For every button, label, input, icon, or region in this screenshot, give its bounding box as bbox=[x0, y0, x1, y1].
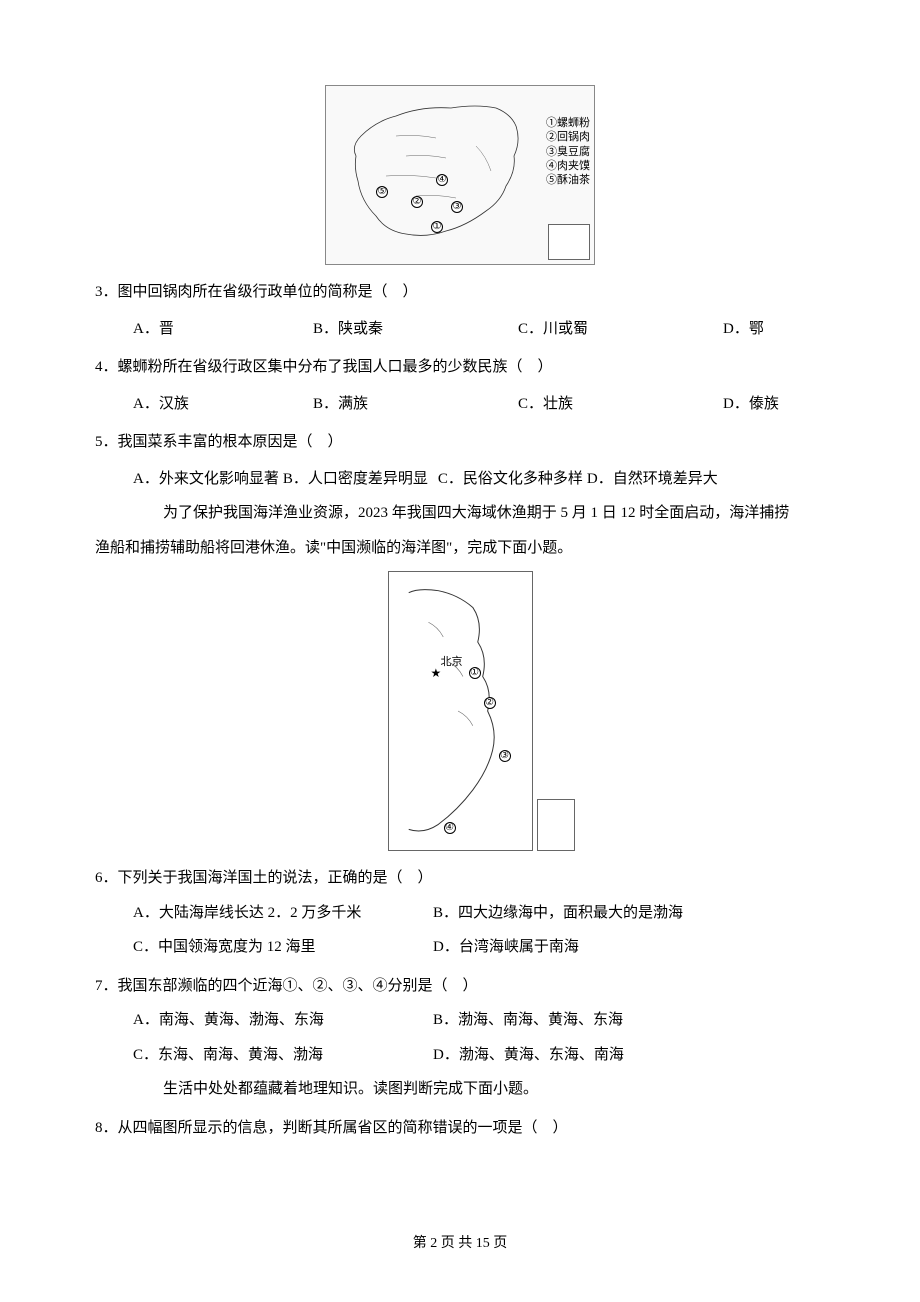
q3-option-c: C．川或蜀 bbox=[518, 312, 723, 347]
q5-option-a: A．外来文化影响显著 bbox=[133, 462, 279, 497]
q6-option-a: A．大陆海岸线长达 2．2 万多千米 bbox=[133, 896, 433, 931]
marker-4: ④ bbox=[436, 174, 448, 186]
q6-options: A．大陆海岸线长达 2．2 万多千米 B．四大边缘海中，面积最大的是渤海 C．中… bbox=[95, 896, 825, 965]
question-8: 8．从四幅图所显示的信息，判断其所属省区的简称错误的一项是（ ） bbox=[95, 1111, 825, 1146]
q5-option-d: D．自然环境差异大 bbox=[587, 462, 718, 497]
page-footer: 第 2 页 共 15 页 bbox=[0, 1228, 920, 1260]
q6-option-d: D．台湾海峡属于南海 bbox=[433, 930, 579, 965]
q4-option-a: A．汉族 bbox=[133, 387, 313, 422]
seas-outline-svg bbox=[389, 572, 532, 850]
figure-2-container: ★ 北京 ① ② ③ ④ bbox=[95, 571, 825, 851]
q3-option-d: D．鄂 bbox=[723, 312, 764, 347]
q3-option-b: B．陕或秦 bbox=[313, 312, 518, 347]
legend-item-2: ②回锅肉 bbox=[546, 130, 590, 144]
legend-item-1: ①螺蛳粉 bbox=[546, 116, 590, 130]
q4-options: A．汉族 B．满族 C．壮族 D．傣族 bbox=[95, 387, 825, 422]
q6-text: 6．下列关于我国海洋国土的说法，正确的是（ ） bbox=[95, 870, 433, 886]
q6-option-c: C．中国领海宽度为 12 海里 bbox=[133, 930, 433, 965]
question-6: 6．下列关于我国海洋国土的说法，正确的是（ ） bbox=[95, 861, 825, 896]
figure-1-container: ① ② ③ ④ ⑤ ①螺蛳粉 ②回锅肉 ③臭豆腐 ④肉夹馍 ⑤酥油茶 bbox=[95, 85, 825, 265]
q7-options: A．南海、黄海、渤海、东海 B．渤海、南海、黄海、东海 C．东海、南海、黄海、渤… bbox=[95, 1003, 825, 1072]
q6-option-b: B．四大边缘海中，面积最大的是渤海 bbox=[433, 896, 683, 931]
q7-text: 7．我国东部濒临的四个近海①、②、③、④分别是（ ） bbox=[95, 978, 478, 994]
sea-marker-4: ④ bbox=[444, 822, 456, 834]
marker-3: ③ bbox=[451, 201, 463, 213]
sea-marker-1: ① bbox=[469, 667, 481, 679]
q7-option-b: B．渤海、南海、黄海、东海 bbox=[433, 1003, 623, 1038]
sea-marker-3: ③ bbox=[499, 750, 511, 762]
question-4: 4．螺蛳粉所在省级行政区集中分布了我国人口最多的少数民族（ ） bbox=[95, 350, 825, 385]
question-3: 3．图中回锅肉所在省级行政单位的简称是（ ） bbox=[95, 275, 825, 310]
figure-1-legend: ①螺蛳粉 ②回锅肉 ③臭豆腐 ④肉夹馍 ⑤酥油茶 bbox=[546, 116, 590, 187]
q8-text: 8．从四幅图所显示的信息，判断其所属省区的简称错误的一项是（ ） bbox=[95, 1120, 568, 1136]
figure-1-inset bbox=[548, 224, 590, 260]
sea-marker-2: ② bbox=[484, 697, 496, 709]
q5-options: A．外来文化影响显著 B．人口密度差异明显 C．民俗文化多种多样 D．自然环境差… bbox=[95, 462, 825, 497]
intro-3: 生活中处处都蕴藏着地理知识。读图判断完成下面小题。 bbox=[95, 1072, 825, 1107]
q4-option-d: D．傣族 bbox=[723, 387, 779, 422]
intro-2-line1: 为了保护我国海洋渔业资源，2023 年我国四大海域休渔期于 5 月 1 日 12… bbox=[95, 496, 825, 531]
q4-text: 4．螺蛳粉所在省级行政区集中分布了我国人口最多的少数民族（ ） bbox=[95, 359, 553, 375]
legend-item-3: ③臭豆腐 bbox=[546, 145, 590, 159]
figure-2-inset bbox=[537, 799, 575, 851]
china-seas-map: ★ 北京 ① ② ③ ④ bbox=[388, 571, 533, 851]
china-food-map: ① ② ③ ④ ⑤ ①螺蛳粉 ②回锅肉 ③臭豆腐 ④肉夹馍 ⑤酥油茶 bbox=[325, 85, 595, 265]
q7-option-a: A．南海、黄海、渤海、东海 bbox=[133, 1003, 433, 1038]
marker-1: ① bbox=[431, 221, 443, 233]
marker-2: ② bbox=[411, 196, 423, 208]
q5-option-c: C．民俗文化多种多样 bbox=[438, 462, 583, 497]
question-7: 7．我国东部濒临的四个近海①、②、③、④分别是（ ） bbox=[95, 969, 825, 1004]
q4-option-c: C．壮族 bbox=[518, 387, 723, 422]
q3-options: A．晋 B．陕或秦 C．川或蜀 D．鄂 bbox=[95, 312, 825, 347]
q7-option-d: D．渤海、黄海、东海、南海 bbox=[433, 1038, 624, 1073]
q4-option-b: B．满族 bbox=[313, 387, 518, 422]
legend-item-5: ⑤酥油茶 bbox=[546, 173, 590, 187]
question-5: 5．我国菜系丰富的根本原因是（ ） bbox=[95, 425, 825, 460]
legend-item-4: ④肉夹馍 bbox=[546, 159, 590, 173]
q5-text: 5．我国菜系丰富的根本原因是（ ） bbox=[95, 434, 343, 450]
q3-option-a: A．晋 bbox=[133, 312, 313, 347]
beijing-label: 北京 bbox=[441, 650, 463, 675]
q7-option-c: C．东海、南海、黄海、渤海 bbox=[133, 1038, 433, 1073]
q5-option-b: B．人口密度差异明显 bbox=[283, 462, 428, 497]
intro-2-line2: 渔船和捕捞辅助船将回港休渔。读"中国濒临的海洋图"，完成下面小题。 bbox=[95, 531, 825, 566]
q3-text: 3．图中回锅肉所在省级行政单位的简称是（ ） bbox=[95, 284, 418, 300]
marker-5: ⑤ bbox=[376, 186, 388, 198]
